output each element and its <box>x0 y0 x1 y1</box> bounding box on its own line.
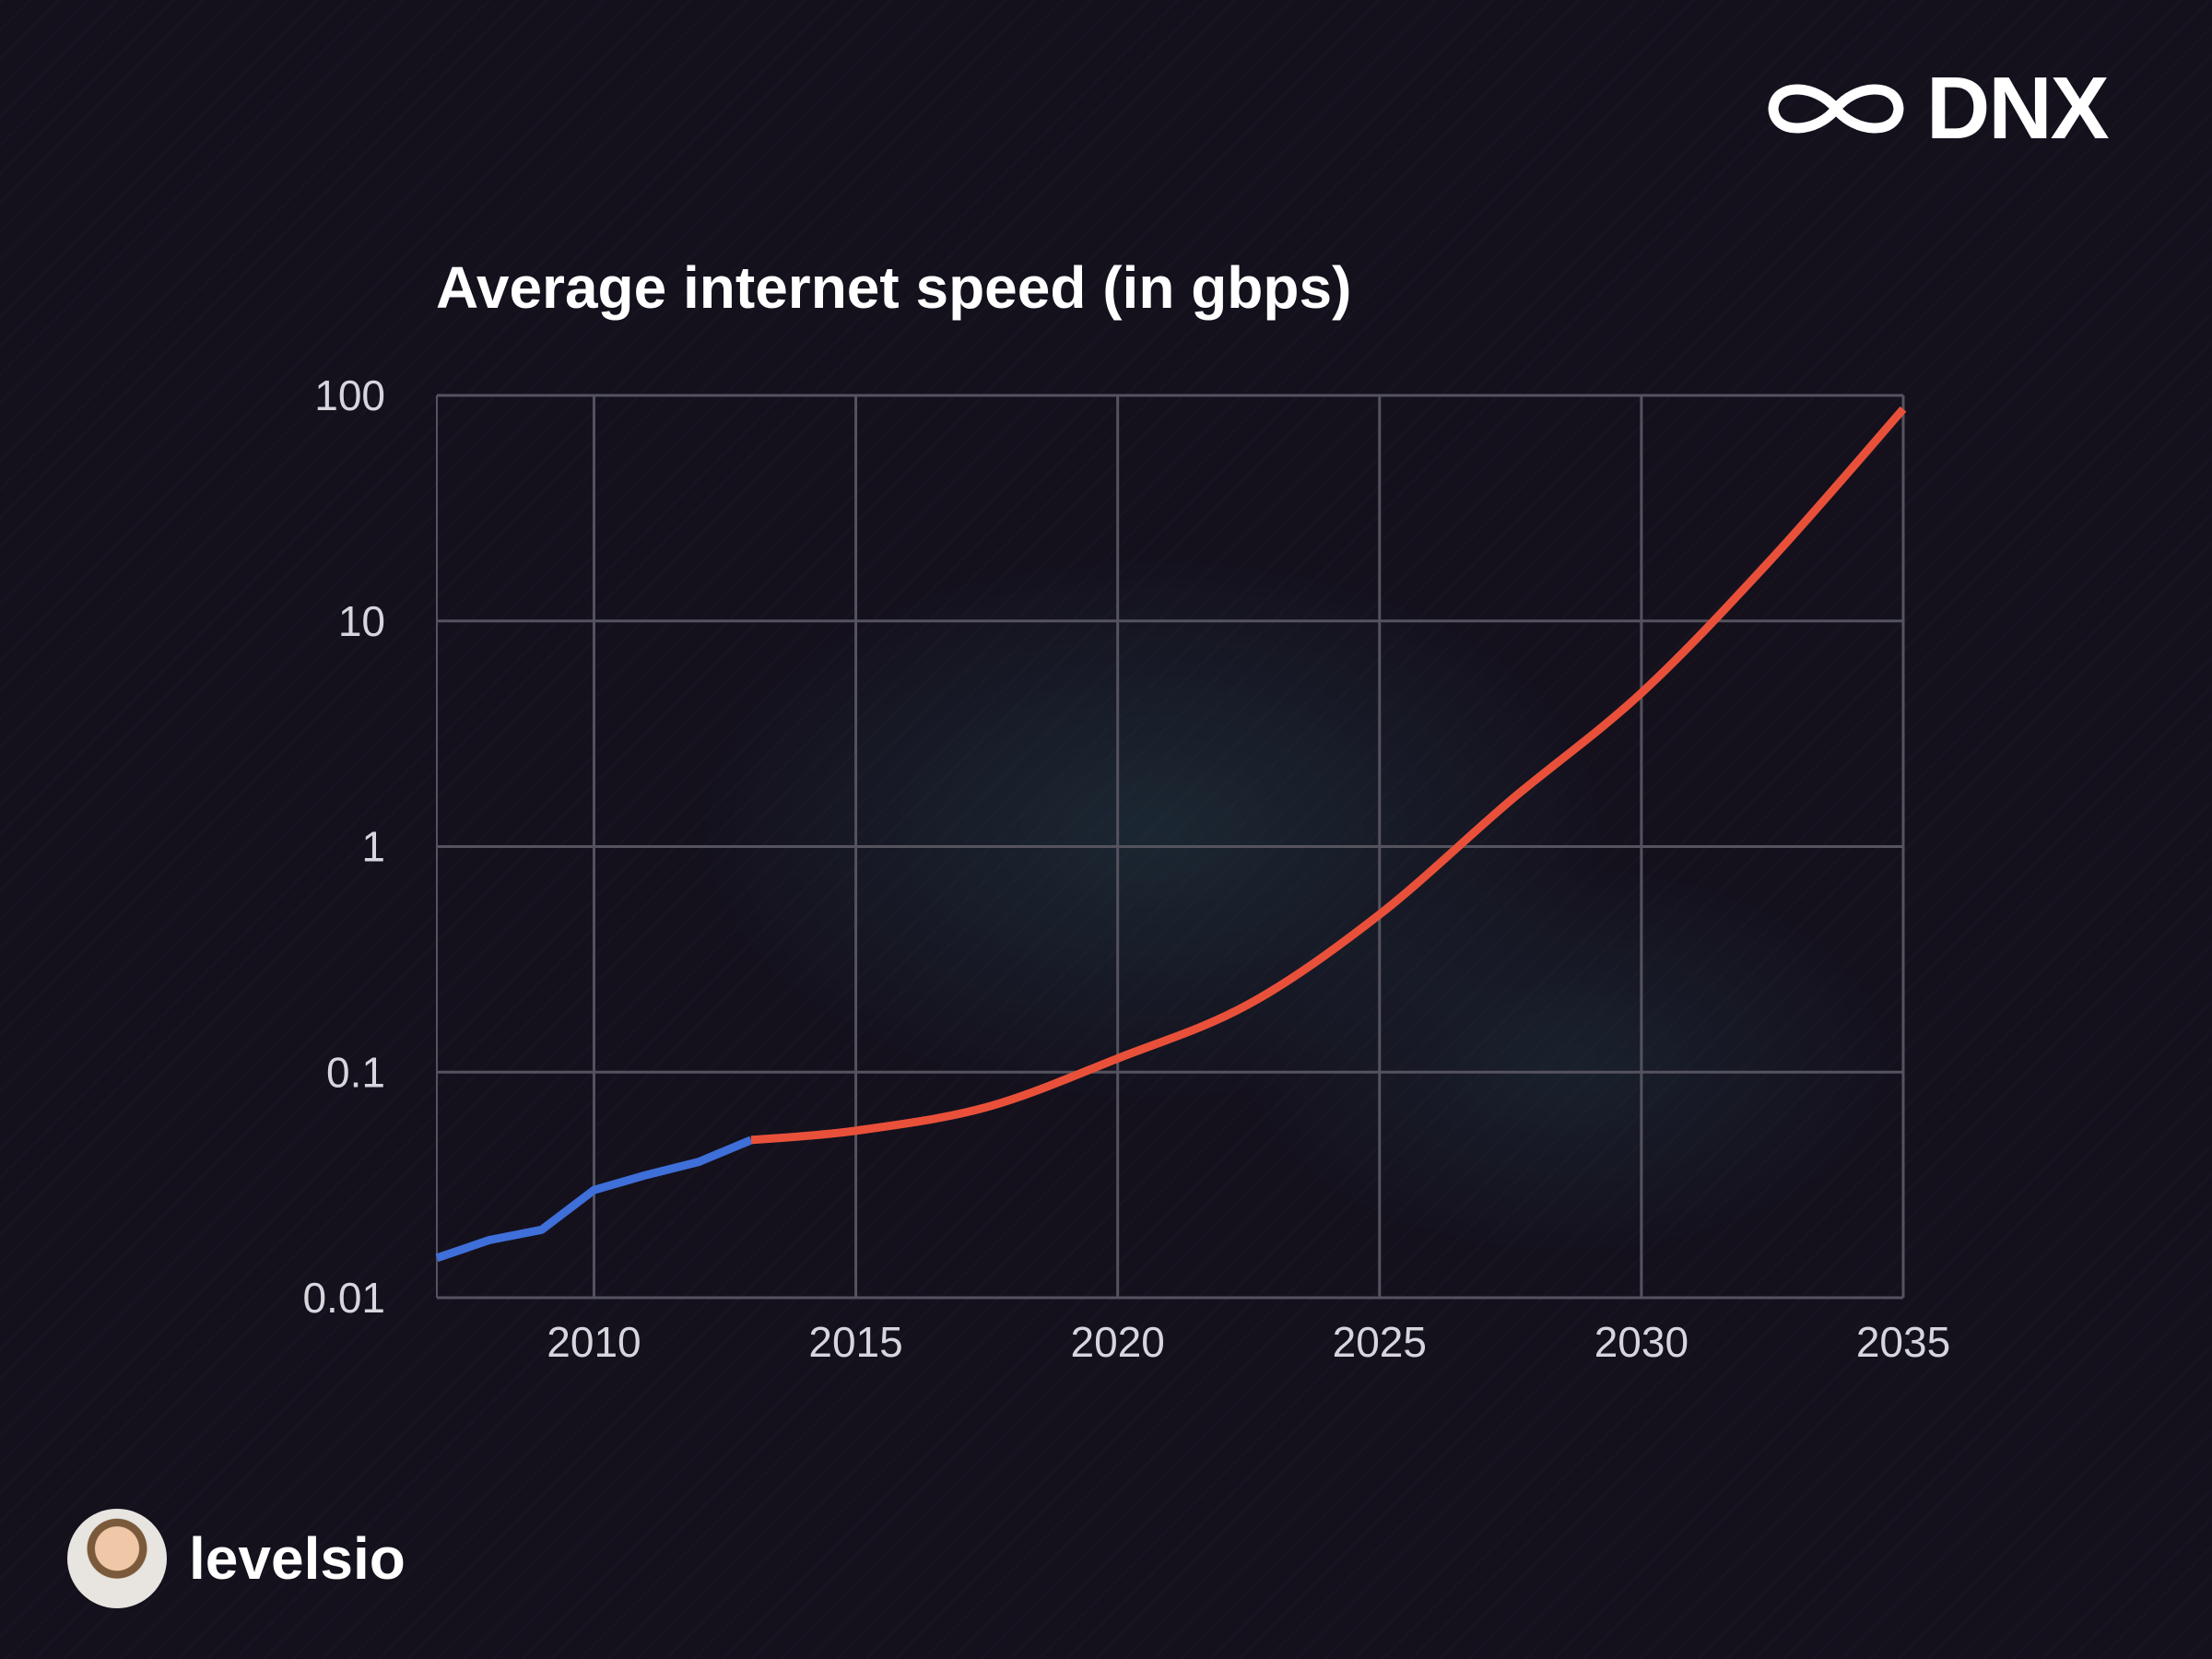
historical-series-line <box>435 1135 753 1263</box>
y-tick-label: 10 <box>338 597 385 645</box>
y-tick-label: 100 <box>314 371 385 419</box>
dnx-logo: DNX <box>1762 59 2110 158</box>
y-tick-label: 0.1 <box>326 1048 385 1096</box>
x-tick-label: 2010 <box>547 1318 641 1366</box>
avatar <box>67 1509 167 1608</box>
x-axis: 2010 2015 2020 2025 2030 2035 <box>547 1318 1950 1366</box>
infinity-icon <box>1768 84 1904 134</box>
x-tick-label: 2015 <box>808 1318 902 1366</box>
x-tick-label: 2030 <box>1594 1318 1688 1366</box>
x-tick-label: 2035 <box>1856 1318 1950 1366</box>
author-name: levelsio <box>189 1525 406 1592</box>
chart-title: Average internet speed (in gbps) <box>436 254 1351 321</box>
y-tick-label: 0.01 <box>302 1274 385 1322</box>
x-tick-label: 2020 <box>1071 1318 1165 1366</box>
y-axis: 100 10 1 0.1 0.01 <box>302 371 385 1322</box>
author-badge: levelsio <box>67 1509 406 1608</box>
grid <box>436 394 1905 1300</box>
y-tick-label: 1 <box>361 823 385 871</box>
series <box>435 406 1907 1263</box>
projection-series-line <box>750 406 1907 1145</box>
logo-text: DNX <box>1926 59 2110 158</box>
x-tick-label: 2025 <box>1333 1318 1427 1366</box>
